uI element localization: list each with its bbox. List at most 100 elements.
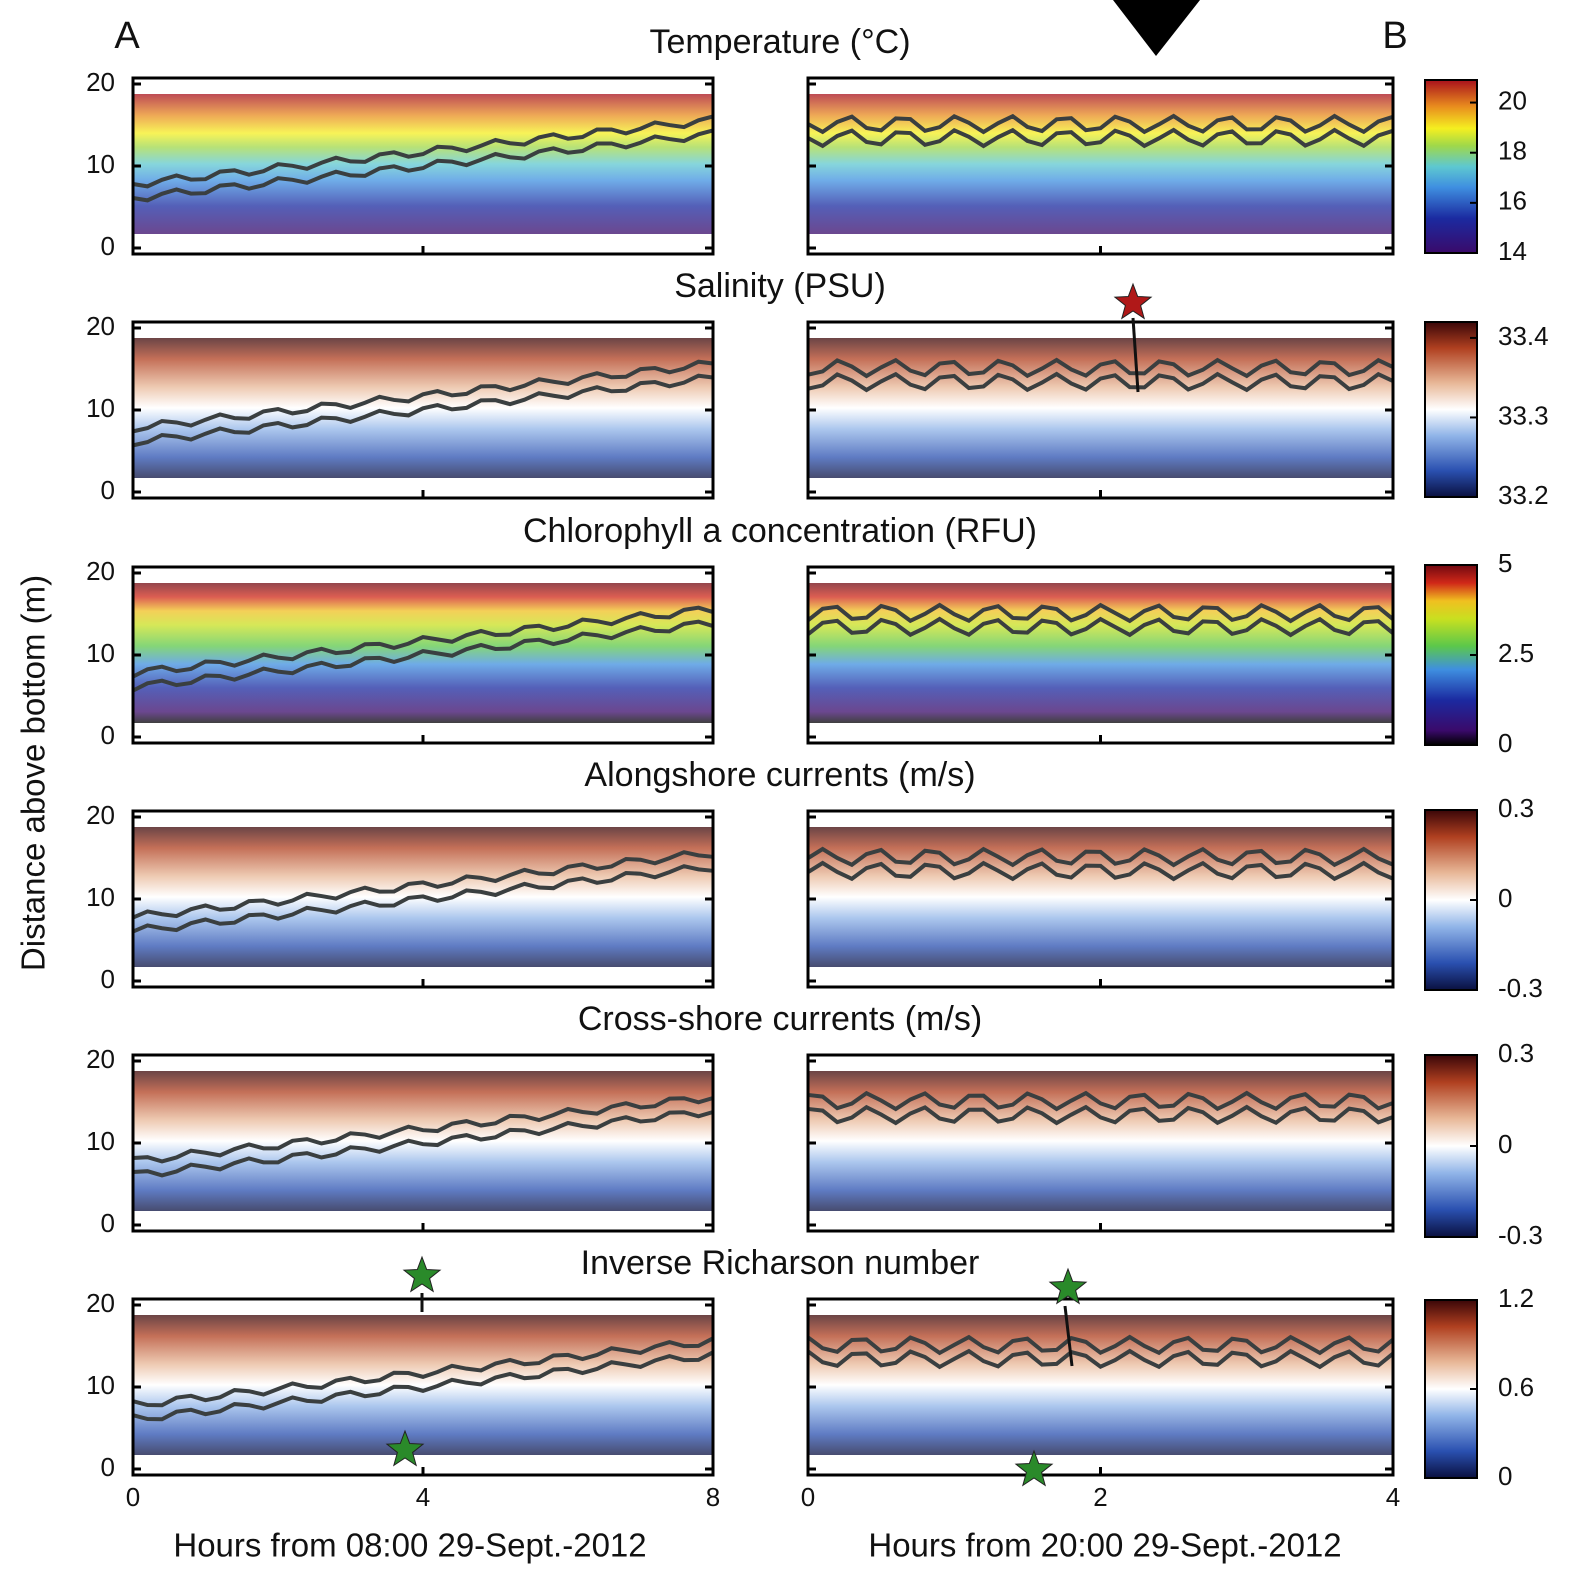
- colorbar-tick-label: 0.6: [1498, 1372, 1534, 1402]
- y-tick-label: 0: [101, 475, 115, 505]
- colorbar-tick-label: 20: [1498, 85, 1527, 115]
- contour-line: [807, 357, 1394, 379]
- contour-line: [132, 864, 714, 934]
- y-tick-label: 0: [101, 231, 115, 261]
- heatmap-field: [808, 338, 1393, 478]
- y-tick-label: 20: [86, 67, 115, 97]
- colorbar-tick-label: -0.3: [1498, 1220, 1543, 1250]
- x-axis-label: Hours from 08:00 29-Sept.-2012: [173, 1527, 646, 1564]
- colorbar-tick-label: -0.3: [1498, 973, 1543, 1003]
- panel-label: B: [1382, 15, 1407, 57]
- contour-line: [806, 602, 1395, 624]
- star-marker: [1014, 1449, 1054, 1487]
- contour-line: [132, 850, 714, 920]
- star-marker: [385, 1429, 425, 1467]
- contour-line: [132, 1110, 714, 1178]
- y-tick-label: 20: [86, 556, 115, 586]
- colorbar: [1424, 321, 1478, 498]
- y-tick-label: 10: [86, 882, 115, 912]
- contour-line: [132, 1350, 714, 1422]
- colorbar: [1424, 564, 1478, 746]
- colorbar-tick-label: 33.3: [1498, 400, 1549, 430]
- row-title: Alongshore currents (m/s): [584, 756, 975, 794]
- colorbar: [1424, 809, 1478, 991]
- colorbar: [1424, 1299, 1478, 1479]
- contour-line: [132, 1336, 714, 1408]
- x-tick-label: 0: [801, 1482, 815, 1512]
- colorbar: [1424, 79, 1478, 254]
- y-tick-label: 0: [101, 1208, 115, 1238]
- colorbar-tick-label: 33.4: [1498, 321, 1549, 351]
- row-title: Chlorophyll a concentration (RFU): [523, 512, 1037, 550]
- contour-line: [806, 846, 1394, 868]
- contour-line: [807, 1090, 1394, 1112]
- contour-line: [806, 1334, 1395, 1356]
- y-tick-label: 0: [101, 1452, 115, 1482]
- heatmap-field: [133, 1315, 713, 1455]
- contour-line: [807, 371, 1394, 393]
- colorbar-tick-label: 18: [1498, 136, 1527, 166]
- colorbar-tick-label: 0: [1498, 1461, 1512, 1491]
- y-axis-label: Distance above bottom (m): [15, 575, 52, 971]
- marker-triangle: [1113, 0, 1200, 56]
- contour-line: [132, 359, 714, 434]
- x-tick-label: 4: [1386, 1482, 1400, 1512]
- y-tick-label: 20: [86, 1044, 115, 1074]
- colorbar-tick-label: 5: [1498, 548, 1512, 578]
- x-tick-label: 0: [126, 1482, 140, 1512]
- contour-line: [132, 128, 714, 203]
- y-tick-label: 0: [101, 964, 115, 994]
- contour-line: [806, 616, 1395, 638]
- heatmap-field: [808, 1315, 1393, 1455]
- colorbar-tick-label: 0: [1498, 883, 1512, 913]
- heatmap-field: [133, 1071, 713, 1211]
- colorbar-tick-label: 0.3: [1498, 1038, 1534, 1068]
- row-title: Salinity (PSU): [674, 267, 886, 305]
- y-tick-label: 20: [86, 800, 115, 830]
- row-title: Temperature (°C): [649, 23, 910, 61]
- y-tick-label: 20: [86, 1288, 115, 1318]
- contour-line: [807, 1104, 1394, 1126]
- colorbar: [1424, 1054, 1478, 1238]
- contour-line: [806, 860, 1394, 882]
- y-tick-label: 10: [86, 1126, 115, 1156]
- contour-line: [132, 1096, 714, 1164]
- x-tick-label: 8: [706, 1482, 720, 1512]
- colorbar-tick-label: 16: [1498, 186, 1527, 216]
- y-tick-label: 10: [86, 638, 115, 668]
- heatmap-field: [133, 94, 713, 234]
- colorbar-tick-label: 1.2: [1498, 1283, 1534, 1313]
- panel-label: A: [114, 15, 140, 57]
- star-marker: [1113, 282, 1153, 320]
- contour-line: [132, 605, 714, 679]
- y-tick-label: 10: [86, 393, 115, 423]
- heatmap-field: [808, 94, 1393, 234]
- x-tick-label: 2: [1093, 1482, 1107, 1512]
- y-tick-label: 10: [86, 1370, 115, 1400]
- colorbar-tick-label: 0.3: [1498, 793, 1534, 823]
- x-tick-label: 4: [416, 1482, 430, 1512]
- arrow: [1063, 1305, 1074, 1367]
- y-tick-label: 20: [86, 311, 115, 341]
- contour-line: [807, 127, 1394, 149]
- y-tick-label: 0: [101, 720, 115, 750]
- arrow: [1131, 317, 1140, 393]
- row-title: Inverse Richarson number: [581, 1244, 980, 1282]
- colorbar-tick-label: 0: [1498, 728, 1512, 758]
- star-marker: [402, 1255, 442, 1293]
- heatmap-field: [808, 1071, 1393, 1211]
- colorbar-tick-label: 2.5: [1498, 638, 1534, 668]
- x-axis-label: Hours from 20:00 29-Sept.-2012: [868, 1527, 1341, 1564]
- contour-line: [132, 373, 714, 448]
- contour-line: [132, 619, 714, 693]
- contour-line: [806, 1348, 1395, 1370]
- contour-line: [132, 114, 714, 189]
- y-tick-label: 10: [86, 149, 115, 179]
- colorbar-tick-label: 0: [1498, 1129, 1512, 1159]
- contour-line: [807, 113, 1394, 135]
- row-title: Cross-shore currents (m/s): [578, 1000, 982, 1038]
- colorbar-tick-label: 14: [1498, 236, 1527, 266]
- star-marker: [1048, 1267, 1088, 1305]
- colorbar-tick-label: 33.2: [1498, 480, 1549, 510]
